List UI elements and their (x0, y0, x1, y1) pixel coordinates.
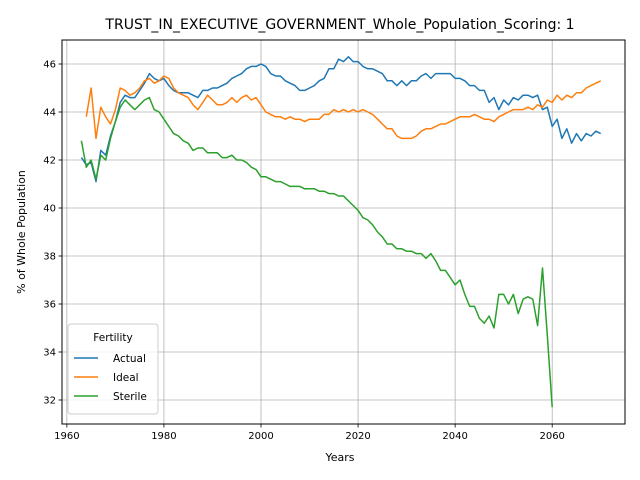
legend-label-ideal: Ideal (113, 372, 139, 384)
series-line-ideal (85, 75, 602, 140)
x-axis-label: Years (324, 451, 354, 464)
y-axis-label: % of Whole Population (15, 170, 28, 294)
series-line-actual (80, 56, 602, 183)
x-tick-label: 2000 (248, 431, 273, 442)
y-tick-label: 32 (43, 396, 56, 407)
x-tick-label: 1960 (54, 431, 79, 442)
chart-title: TRUST_IN_EXECUTIVE_GOVERNMENT_Whole_Popu… (104, 17, 574, 33)
grid-lines (62, 40, 625, 424)
y-tick-label: 38 (43, 252, 56, 263)
y-axis-ticks: 32 34 36 38 40 42 44 46 (43, 60, 62, 407)
plot-area-frame (61, 39, 626, 425)
y-tick-label: 34 (43, 348, 56, 359)
y-tick-label: 40 (43, 204, 56, 215)
legend-box (67, 323, 159, 415)
x-tick-label: 1980 (151, 431, 176, 442)
legend-entries: Actual Ideal Sterile (74, 353, 147, 403)
y-tick-label: 46 (43, 60, 56, 71)
x-tick-label: 2060 (539, 431, 564, 442)
x-tick-label: 2020 (345, 431, 370, 442)
x-tick-label: 2040 (442, 431, 467, 442)
x-axis-ticks: 1960 1980 2000 2020 2040 2060 (54, 424, 565, 442)
y-tick-label: 42 (43, 156, 56, 167)
y-tick-label: 36 (43, 300, 56, 311)
legend-title: Fertility (93, 332, 132, 344)
legend: Fertility Actual Ideal Sterile (67, 323, 159, 415)
series-line-sterile (80, 96, 553, 408)
legend-label-sterile: Sterile (113, 391, 147, 403)
legend-label-actual: Actual (113, 353, 146, 365)
y-tick-label: 44 (43, 108, 56, 119)
series-lines (80, 56, 602, 408)
